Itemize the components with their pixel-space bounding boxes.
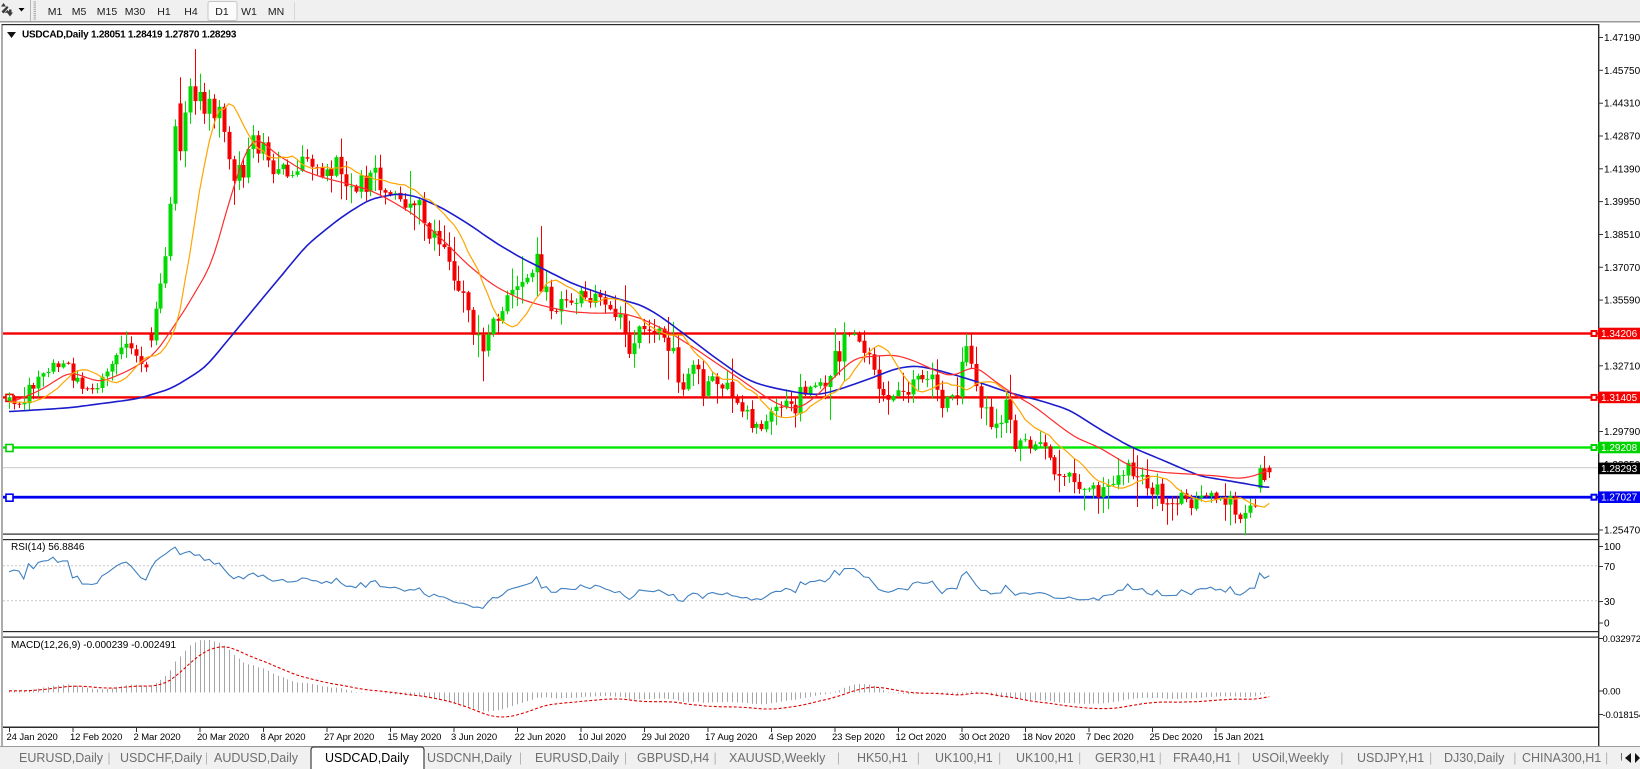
svg-text:4 Sep 2020: 4 Sep 2020 xyxy=(769,732,817,743)
svg-text:15 Jan 2021: 15 Jan 2021 xyxy=(1213,732,1264,743)
svg-text:23 Sep 2020: 23 Sep 2020 xyxy=(832,732,885,743)
svg-text:1.29790: 1.29790 xyxy=(1604,427,1640,438)
svg-text:USDCHF,Daily: USDCHF,Daily xyxy=(120,751,203,765)
svg-text:3 Jun 2020: 3 Jun 2020 xyxy=(451,732,497,743)
svg-text:H4: H4 xyxy=(184,6,198,18)
svg-text:1.45750: 1.45750 xyxy=(1604,66,1640,77)
svg-text:22 Jun 2020: 22 Jun 2020 xyxy=(515,732,566,743)
svg-text:29 Jul 2020: 29 Jul 2020 xyxy=(642,732,690,743)
svg-text:1.29208: 1.29208 xyxy=(1601,443,1638,454)
svg-text:GER30,H1: GER30,H1 xyxy=(1095,751,1155,765)
svg-text:W1: W1 xyxy=(241,6,257,18)
svg-text:20 Mar 2020: 20 Mar 2020 xyxy=(197,732,249,743)
svg-text:UK100,H1: UK100,H1 xyxy=(935,751,993,765)
svg-text:|: | xyxy=(1237,751,1240,765)
svg-text:EURUSD,Daily: EURUSD,Daily xyxy=(19,751,104,765)
svg-text:30: 30 xyxy=(1604,597,1616,608)
svg-text:H1: H1 xyxy=(157,6,171,18)
svg-text:M30: M30 xyxy=(125,6,146,18)
svg-text:1.37070: 1.37070 xyxy=(1604,263,1640,274)
svg-text:27 Apr 2020: 27 Apr 2020 xyxy=(324,732,374,743)
svg-text:|: | xyxy=(1605,751,1608,765)
svg-text:USDCNH,Daily: USDCNH,Daily xyxy=(427,751,512,765)
svg-text:USDCAD,Daily 1.28051 1.28419: USDCAD,Daily 1.28051 1.28419 1.27870 1.2… xyxy=(22,30,237,41)
svg-text:|: | xyxy=(107,751,110,765)
svg-text:|: | xyxy=(624,751,627,765)
svg-text:0: 0 xyxy=(1604,619,1610,630)
svg-text:D1: D1 xyxy=(215,6,229,18)
svg-text:0.00: 0.00 xyxy=(1603,687,1621,698)
svg-text:USDCAD,Daily: USDCAD,Daily xyxy=(325,751,410,765)
svg-text:1.39950: 1.39950 xyxy=(1604,197,1640,208)
svg-text:|: | xyxy=(1429,751,1432,765)
svg-text:EURUSD,Daily: EURUSD,Daily xyxy=(535,751,620,765)
svg-text:|: | xyxy=(519,751,522,765)
svg-text:FRA40,H1: FRA40,H1 xyxy=(1173,751,1231,765)
svg-text:M5: M5 xyxy=(72,6,87,18)
svg-text:MN: MN xyxy=(268,6,284,18)
svg-text:2 Mar 2020: 2 Mar 2020 xyxy=(134,732,181,743)
svg-text:1.35590: 1.35590 xyxy=(1604,296,1640,307)
svg-text:|: | xyxy=(1159,751,1162,765)
svg-text:|: | xyxy=(1078,751,1081,765)
svg-text:|: | xyxy=(714,751,717,765)
svg-text:24 Jan 2020: 24 Jan 2020 xyxy=(7,732,58,743)
svg-text:|: | xyxy=(837,751,840,765)
svg-text:|: | xyxy=(1513,751,1516,765)
svg-text:1.41390: 1.41390 xyxy=(1604,164,1640,175)
svg-text:12 Oct 2020: 12 Oct 2020 xyxy=(896,732,947,743)
svg-text:17 Aug 2020: 17 Aug 2020 xyxy=(705,732,757,743)
svg-text:1.28293: 1.28293 xyxy=(1601,464,1638,475)
svg-text:10 Jul 2020: 10 Jul 2020 xyxy=(578,732,626,743)
svg-text:1.25470: 1.25470 xyxy=(1604,526,1640,537)
svg-text:30 Oct 2020: 30 Oct 2020 xyxy=(959,732,1010,743)
svg-text:-0.018154: -0.018154 xyxy=(1603,710,1640,721)
svg-text:0.032972: 0.032972 xyxy=(1603,634,1640,645)
svg-text:1.42870: 1.42870 xyxy=(1604,132,1640,143)
svg-text:7 Dec 2020: 7 Dec 2020 xyxy=(1086,732,1134,743)
svg-text:M15: M15 xyxy=(97,6,118,18)
svg-text:1.31405: 1.31405 xyxy=(1601,393,1638,404)
svg-text:18 Nov 2020: 18 Nov 2020 xyxy=(1023,732,1076,743)
svg-text:25 Dec 2020: 25 Dec 2020 xyxy=(1150,732,1203,743)
svg-text:1.47190: 1.47190 xyxy=(1604,33,1640,44)
svg-text:HK50,H1: HK50,H1 xyxy=(857,751,908,765)
svg-text:|: | xyxy=(1340,751,1343,765)
svg-text:12 Feb 2020: 12 Feb 2020 xyxy=(70,732,122,743)
svg-text:DJ30,Daily: DJ30,Daily xyxy=(1444,751,1505,765)
svg-text:8 Apr 2020: 8 Apr 2020 xyxy=(261,732,306,743)
svg-text:100: 100 xyxy=(1604,542,1621,553)
svg-text:UK100,H1: UK100,H1 xyxy=(1016,751,1074,765)
svg-text:M1: M1 xyxy=(48,6,63,18)
svg-text:1.34206: 1.34206 xyxy=(1601,329,1638,340)
svg-text:1.32710: 1.32710 xyxy=(1604,361,1640,372)
svg-text:70: 70 xyxy=(1604,562,1616,573)
svg-text:|: | xyxy=(205,751,208,765)
svg-text:USOil,Weekly: USOil,Weekly xyxy=(1252,751,1330,765)
svg-text:GBPUSD,H4: GBPUSD,H4 xyxy=(637,751,709,765)
svg-text:|: | xyxy=(917,751,920,765)
svg-text:MACD(12,26,9) -0.000239 -0.002: MACD(12,26,9) -0.000239 -0.002491 xyxy=(11,640,177,651)
svg-text:15 May 2020: 15 May 2020 xyxy=(388,732,442,743)
svg-text:AUDUSD,Daily: AUDUSD,Daily xyxy=(214,751,299,765)
svg-text:|: | xyxy=(998,751,1001,765)
svg-text:USDJPY,H1: USDJPY,H1 xyxy=(1357,751,1424,765)
svg-text:1.44310: 1.44310 xyxy=(1604,99,1640,110)
svg-text:XAUUSD,Weekly: XAUUSD,Weekly xyxy=(729,751,826,765)
svg-text:RSI(14) 56.8846: RSI(14) 56.8846 xyxy=(11,542,85,553)
svg-text:1.27027: 1.27027 xyxy=(1601,493,1638,504)
svg-text:1.38510: 1.38510 xyxy=(1604,230,1640,241)
svg-text:CHINA300,H1: CHINA300,H1 xyxy=(1522,751,1601,765)
